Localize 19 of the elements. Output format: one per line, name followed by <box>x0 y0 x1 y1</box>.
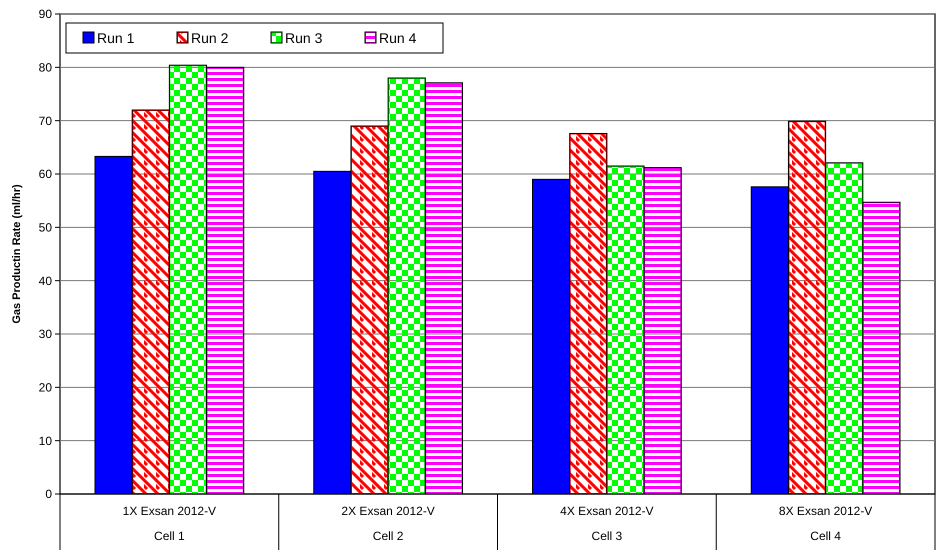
legend-label: Run 2 <box>191 30 229 46</box>
y-tick-label: 70 <box>38 114 52 128</box>
x-tick-label: 1X Exsan 2012-V Cell 1 <box>122 504 216 543</box>
y-tick-label: 90 <box>38 7 52 22</box>
y-tick-label: 60 <box>38 167 52 182</box>
y-tick-label: 20 <box>38 380 52 395</box>
x-tick-label: 2X Exsan 2012-V Cell 2 <box>341 504 435 543</box>
y-tick-label: 30 <box>38 327 52 342</box>
y-tick-label: 10 <box>38 434 52 448</box>
x-tick-label: 4X Exsan 2012-V Cell 3 <box>560 504 654 543</box>
y-tick-label: 80 <box>38 60 52 75</box>
legend-label: Run 4 <box>379 30 417 46</box>
y-tick-label: 0 <box>45 487 52 502</box>
y-axis-title: Gas Productin Rate (ml/hr) <box>11 184 23 324</box>
y-tick-label: 40 <box>38 274 52 288</box>
legend-label: Run 1 <box>97 30 135 46</box>
y-tick-label: 50 <box>38 220 52 235</box>
x-tick-label: 8X Exsan 2012-V Cell 4 <box>778 504 872 543</box>
legend-label: Run 3 <box>285 30 323 46</box>
